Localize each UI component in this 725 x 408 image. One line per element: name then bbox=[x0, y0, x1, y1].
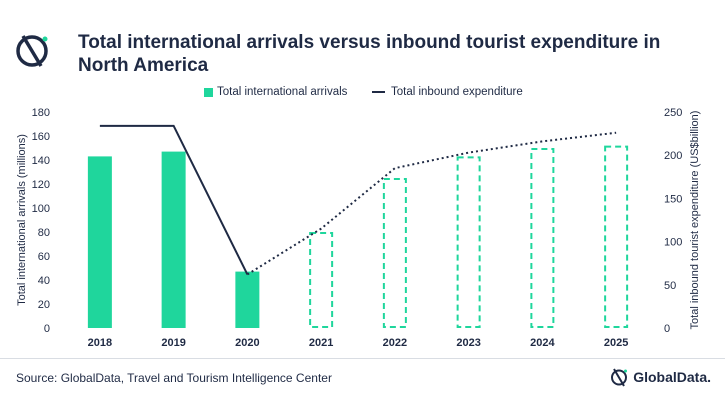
source-note: Source: GlobalData, Travel and Tourism I… bbox=[16, 371, 332, 385]
footer-divider bbox=[0, 358, 725, 359]
y2-tick-label: 150 bbox=[664, 193, 682, 205]
line-forecast bbox=[246, 131, 617, 276]
legend-item-expenditure: Total inbound expenditure bbox=[372, 86, 523, 98]
legend-item-arrivals: Total international arrivals bbox=[204, 86, 347, 98]
y2-axis-title: Total inbound tourist expenditure (US$bi… bbox=[689, 111, 701, 330]
y-tick-label: 80 bbox=[38, 227, 50, 239]
x-tick-label: 2018 bbox=[88, 337, 112, 349]
chart-legend: Total international arrivals Total inbou… bbox=[0, 86, 725, 102]
x-tick-label: 2021 bbox=[309, 337, 333, 349]
chart-plot: 0 20 40 60 80 100 120 140 160 180 0 50 100 150 200 250 2… bbox=[16, 107, 701, 349]
legend-line-swatch bbox=[372, 91, 385, 93]
y-tick-label: 140 bbox=[32, 155, 50, 167]
y-tick-label: 100 bbox=[32, 203, 50, 215]
legend-label-arrivals: Total international arrivals bbox=[217, 86, 348, 98]
globaldata-logo-icon bbox=[16, 35, 48, 67]
legend-bar-swatch bbox=[204, 87, 213, 97]
globaldata-brand-icon bbox=[611, 368, 628, 387]
y-tick-label: 180 bbox=[32, 107, 50, 119]
bar-forecast bbox=[456, 156, 481, 328]
y-tick-label: 160 bbox=[32, 131, 50, 143]
brand-name: GlobalData. bbox=[633, 369, 711, 385]
x-tick-label: 2019 bbox=[161, 337, 185, 349]
bar-forecast bbox=[530, 148, 555, 328]
bar-actual bbox=[87, 156, 112, 328]
y-tick-label: 0 bbox=[44, 323, 50, 335]
bar-forecast bbox=[382, 178, 407, 328]
bar-forecast bbox=[604, 145, 629, 328]
line-actual bbox=[99, 124, 249, 275]
y2-tick-label: 50 bbox=[664, 280, 676, 292]
y2-tick-label: 200 bbox=[664, 150, 682, 162]
y-tick-label: 20 bbox=[38, 299, 50, 311]
chart-title: Total international arrivals versus inbo… bbox=[78, 32, 661, 76]
y-tick-label: 120 bbox=[32, 179, 50, 191]
legend-label-expenditure: Total inbound expenditure bbox=[391, 86, 523, 98]
bar-actual bbox=[161, 151, 186, 328]
y2-tick-label: 250 bbox=[664, 107, 682, 119]
y-tick-label: 60 bbox=[38, 251, 50, 263]
y2-tick-label: 0 bbox=[664, 323, 670, 335]
x-tick-label: 2024 bbox=[530, 337, 555, 349]
bar-forecast bbox=[309, 232, 334, 328]
bar-actual bbox=[235, 271, 260, 328]
y2-tick-label: 100 bbox=[664, 237, 682, 249]
x-tick-label: 2020 bbox=[235, 337, 259, 349]
brand-logo: GlobalData. bbox=[609, 367, 711, 387]
x-tick-label: 2022 bbox=[383, 337, 407, 349]
y-axis-title: Total international arrivals (millions) bbox=[16, 134, 28, 306]
x-tick-label: 2025 bbox=[604, 337, 628, 349]
y-tick-label: 40 bbox=[38, 275, 50, 287]
x-tick-label: 2023 bbox=[456, 337, 480, 349]
